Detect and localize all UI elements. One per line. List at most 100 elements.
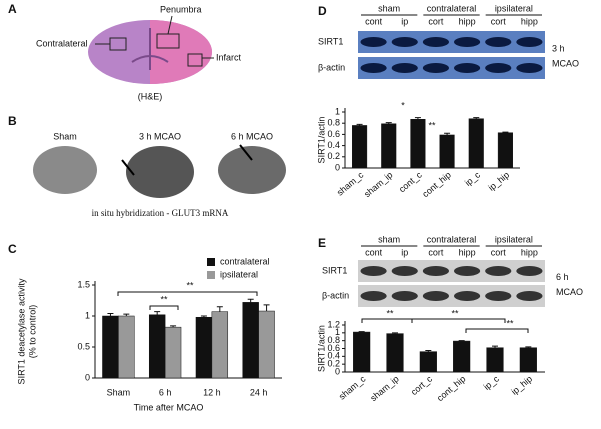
row-label: SIRT1 (322, 265, 347, 275)
blot-band (453, 291, 481, 301)
y-tick-label: 0 (335, 366, 340, 376)
blot-band (516, 291, 543, 301)
blot-strip (358, 260, 545, 282)
bar (164, 326, 182, 379)
bar (102, 315, 119, 379)
bar (419, 351, 437, 373)
annotation: Contralateral (36, 38, 88, 48)
bar (118, 315, 135, 379)
brain-section (218, 146, 286, 194)
infarct-area (150, 20, 212, 84)
x-tick-label: 24 h (250, 387, 268, 397)
blot-band (422, 63, 450, 73)
significance-label: ** (386, 308, 394, 318)
bar (258, 310, 275, 379)
significance-label: ** (451, 308, 459, 318)
significance-label: * (401, 100, 405, 110)
panel-label: D (318, 4, 327, 18)
blot-band (360, 291, 387, 301)
y-tick-label: 0 (335, 162, 340, 172)
y-tick-label: 1 (85, 310, 90, 320)
bar (195, 316, 213, 379)
bar (410, 119, 426, 169)
condition-label: 3 h (552, 43, 565, 53)
error-bar (502, 131, 509, 133)
significance-bracket (149, 305, 179, 310)
blot-band (360, 37, 387, 47)
y-tick-label: 0.6 (327, 129, 340, 139)
x-tick-label: 12 h (203, 387, 221, 397)
x-tick-label: 6 h (159, 387, 172, 397)
bar (352, 125, 368, 169)
y-tick-label: 1.5 (77, 279, 90, 289)
error-bar (263, 304, 270, 312)
y-tick-label: 1.2 (327, 319, 340, 329)
brain-section (33, 146, 97, 194)
bar (242, 302, 259, 379)
y-tick-label: 0.4 (327, 351, 340, 361)
blot-band (422, 266, 450, 276)
blot-strip (358, 285, 545, 307)
legend-label: contralateral (220, 256, 270, 266)
bar (381, 123, 397, 169)
y-tick-label: 1 (335, 327, 340, 337)
roi-box (187, 53, 203, 67)
brain-section (126, 146, 194, 198)
condition-label: 3 h MCAO (139, 131, 181, 141)
y-axis-label: SIRT1/actin (316, 325, 326, 372)
y-tick-label: 0.5 (77, 341, 90, 351)
bar (353, 331, 371, 373)
error-bar (444, 132, 451, 135)
error-bar (200, 315, 207, 318)
x-axis-label: Time after MCAO (134, 402, 204, 412)
y-tick-label: 0.2 (327, 359, 340, 369)
arrow (121, 159, 135, 176)
blot-band (453, 63, 481, 73)
row-label: β-actin (318, 62, 345, 72)
blot-band (485, 291, 512, 301)
legend-swatch (207, 258, 215, 266)
condition-label: 6 h (556, 272, 569, 282)
y-tick-label: 0.8 (327, 118, 340, 128)
blot-band (391, 266, 418, 276)
x-tick-label: cort_c (409, 373, 435, 397)
y-axis-label: SIRT1/actin (316, 117, 326, 164)
blot-band (360, 63, 387, 73)
lane-label: ip (401, 16, 408, 26)
error-bar (492, 345, 498, 348)
significance-bracket (361, 318, 413, 323)
error-bar (356, 123, 363, 126)
group-label: contralateral (427, 234, 477, 244)
blot-strip (358, 57, 545, 79)
error-bar (473, 117, 480, 119)
bar (148, 314, 166, 379)
arrow (239, 144, 253, 161)
blot-band (422, 291, 450, 301)
group-label: contralateral (427, 3, 477, 13)
blot-band (516, 63, 543, 73)
group-label: sham (378, 3, 400, 13)
lane-label: cort (428, 247, 444, 257)
blot-band (422, 37, 450, 47)
blot-band (391, 37, 418, 47)
y-tick-label: 1 (335, 106, 340, 116)
error-bar (385, 122, 392, 124)
error-bar (154, 311, 161, 315)
lane-label: hipp (459, 247, 476, 257)
blot-band (485, 63, 512, 73)
y-tick-label: 0.4 (327, 140, 340, 150)
row-label: SIRT1 (318, 36, 343, 46)
blot-band (485, 266, 512, 276)
significance-label: ** (506, 318, 514, 328)
x-tick-label: ip_c (482, 373, 501, 392)
error-bar (414, 117, 421, 120)
annotation: Penumbra (160, 4, 202, 14)
bar (386, 333, 404, 373)
lane-label: hipp (521, 16, 538, 26)
panel-label: C (8, 242, 17, 256)
y-tick-label: 0.6 (327, 343, 340, 353)
bar (439, 134, 455, 169)
lane-label: cort (491, 16, 507, 26)
significance-bracket (465, 328, 529, 333)
error-bar (392, 332, 398, 334)
